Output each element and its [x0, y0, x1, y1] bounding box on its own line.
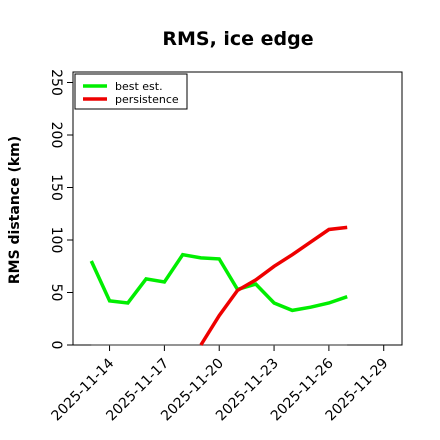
- x-axis: 2025-11-142025-11-172025-11-202025-11-23…: [49, 345, 392, 424]
- y-tick-label: 250: [48, 69, 64, 96]
- series-line-persistence: [199, 225, 348, 346]
- series-layer: [89, 225, 348, 346]
- y-tick-label: 100: [48, 227, 64, 254]
- legend-label: best est.: [115, 80, 163, 93]
- chart-title: RMS, ice edge: [162, 28, 313, 50]
- series-line-best-est-: [89, 252, 348, 313]
- y-axis: 0 50 100 150 200 250: [48, 69, 73, 349]
- y-axis-label: RMS distance (km): [7, 136, 23, 284]
- y-tick-label: 0: [48, 341, 64, 350]
- y-tick-label: 50: [48, 284, 64, 302]
- y-tick-label: 150: [48, 174, 64, 201]
- legend-box: [74, 73, 188, 110]
- legend-label: persistence: [115, 93, 179, 106]
- y-tick-label: 200: [48, 122, 64, 149]
- legend: best est.persistence: [74, 73, 188, 110]
